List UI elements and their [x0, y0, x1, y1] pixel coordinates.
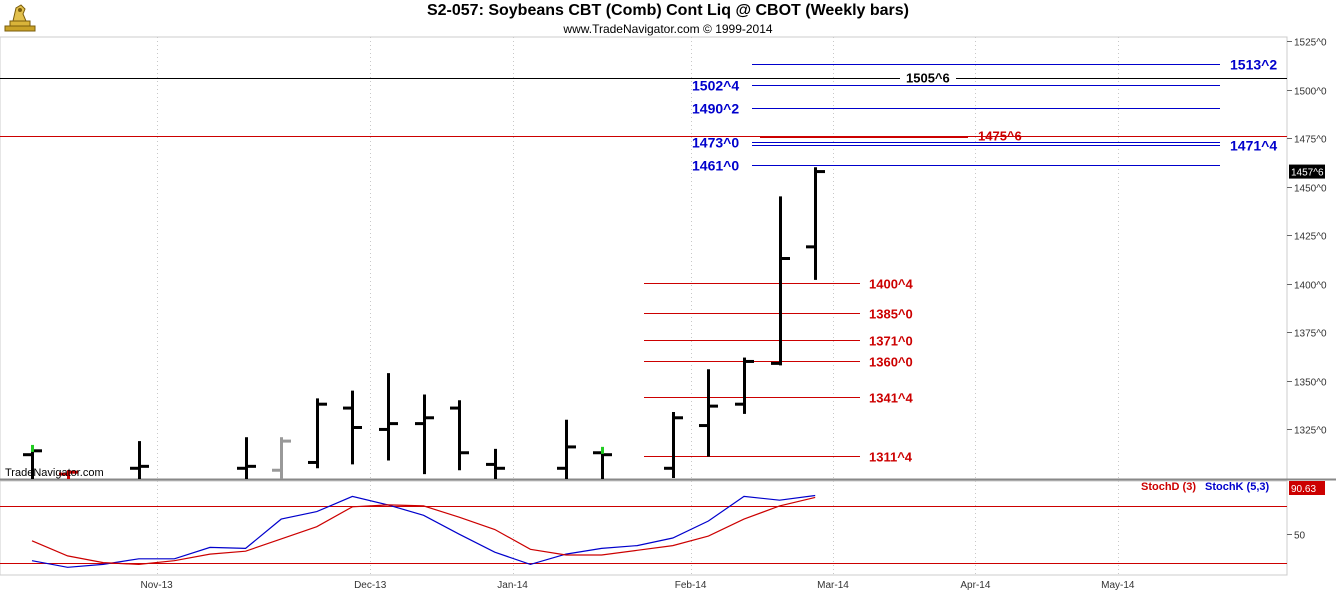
red-level-label: 1385^0 [869, 307, 913, 322]
x-axis-month-label: Mar-14 [817, 580, 849, 591]
chart-title: S2-057: Soybeans CBT (Comb) Cont Liq @ C… [426, 2, 910, 19]
blue-level-label: 1513^2 [1230, 57, 1277, 73]
stochastic-panel [0, 480, 1288, 576]
price-axis-tick-label: 1450^0 [1294, 184, 1327, 195]
price-axis-tick-label: 1325^0 [1294, 426, 1327, 437]
red-level-label: 1311^4 [869, 450, 913, 465]
stochastic-axis-tick-label: 50 [1294, 531, 1306, 542]
blue-level-label: 1473^0 [692, 135, 739, 151]
stochastic-legend-entry: StochK (5,3) [1205, 481, 1270, 493]
x-axis-month-label: Jan-14 [497, 580, 528, 591]
stochastic-last-value-label: 90.63 [1291, 484, 1316, 495]
price-axis-tick-label: 1425^0 [1294, 232, 1327, 243]
trade-navigator-logo-icon [2, 2, 38, 34]
last-price-label: 1457^6 [1291, 168, 1324, 179]
stochastic-series-line [31, 496, 816, 566]
x-axis-month-label: Apr-14 [960, 580, 990, 591]
chart-subtitle: www.TradeNavigator.com © 1999-2014 [563, 22, 773, 36]
red-level-label: 1360^0 [869, 355, 913, 370]
red-level-label: 1341^4 [869, 391, 914, 406]
price-axis-tick-label: 1500^0 [1294, 87, 1327, 98]
blue-level-label: 1461^0 [692, 158, 739, 174]
red-level-label: 1400^4 [869, 277, 914, 292]
x-axis-month-label: May-14 [1101, 580, 1135, 591]
last-price-box [1289, 164, 1325, 179]
blue-level-label: 1471^4 [1230, 138, 1277, 154]
price-axis-tick-label: 1400^0 [1294, 281, 1327, 292]
price-axis-tick-label: 1375^0 [1294, 329, 1327, 340]
price-axis-tick-label: 1525^0 [1294, 38, 1327, 49]
annotation-background [900, 69, 956, 84]
watermark-text: TradeNavigator.com [5, 467, 104, 479]
price-axis-tick-label: 1350^0 [1294, 378, 1327, 389]
stochastic-last-value-box [1289, 481, 1325, 495]
annotation-label: 1475^6 [978, 129, 1022, 144]
price-axis-tick-label: 1475^0 [1294, 135, 1327, 146]
stochastic-legend-entry: StochD (3) [1141, 481, 1196, 493]
stochastic-series-line [31, 494, 816, 568]
x-axis-month-label: Dec-13 [354, 580, 387, 591]
annotation-label: 1505^6 [906, 70, 950, 85]
blue-level-label: 1502^4 [692, 78, 739, 94]
price-panel [0, 36, 1288, 480]
red-level-label: 1371^0 [869, 334, 913, 349]
x-axis-month-label: Feb-14 [675, 580, 707, 591]
blue-level-label: 1490^2 [692, 101, 739, 117]
x-axis-month-label: Nov-13 [140, 580, 173, 591]
